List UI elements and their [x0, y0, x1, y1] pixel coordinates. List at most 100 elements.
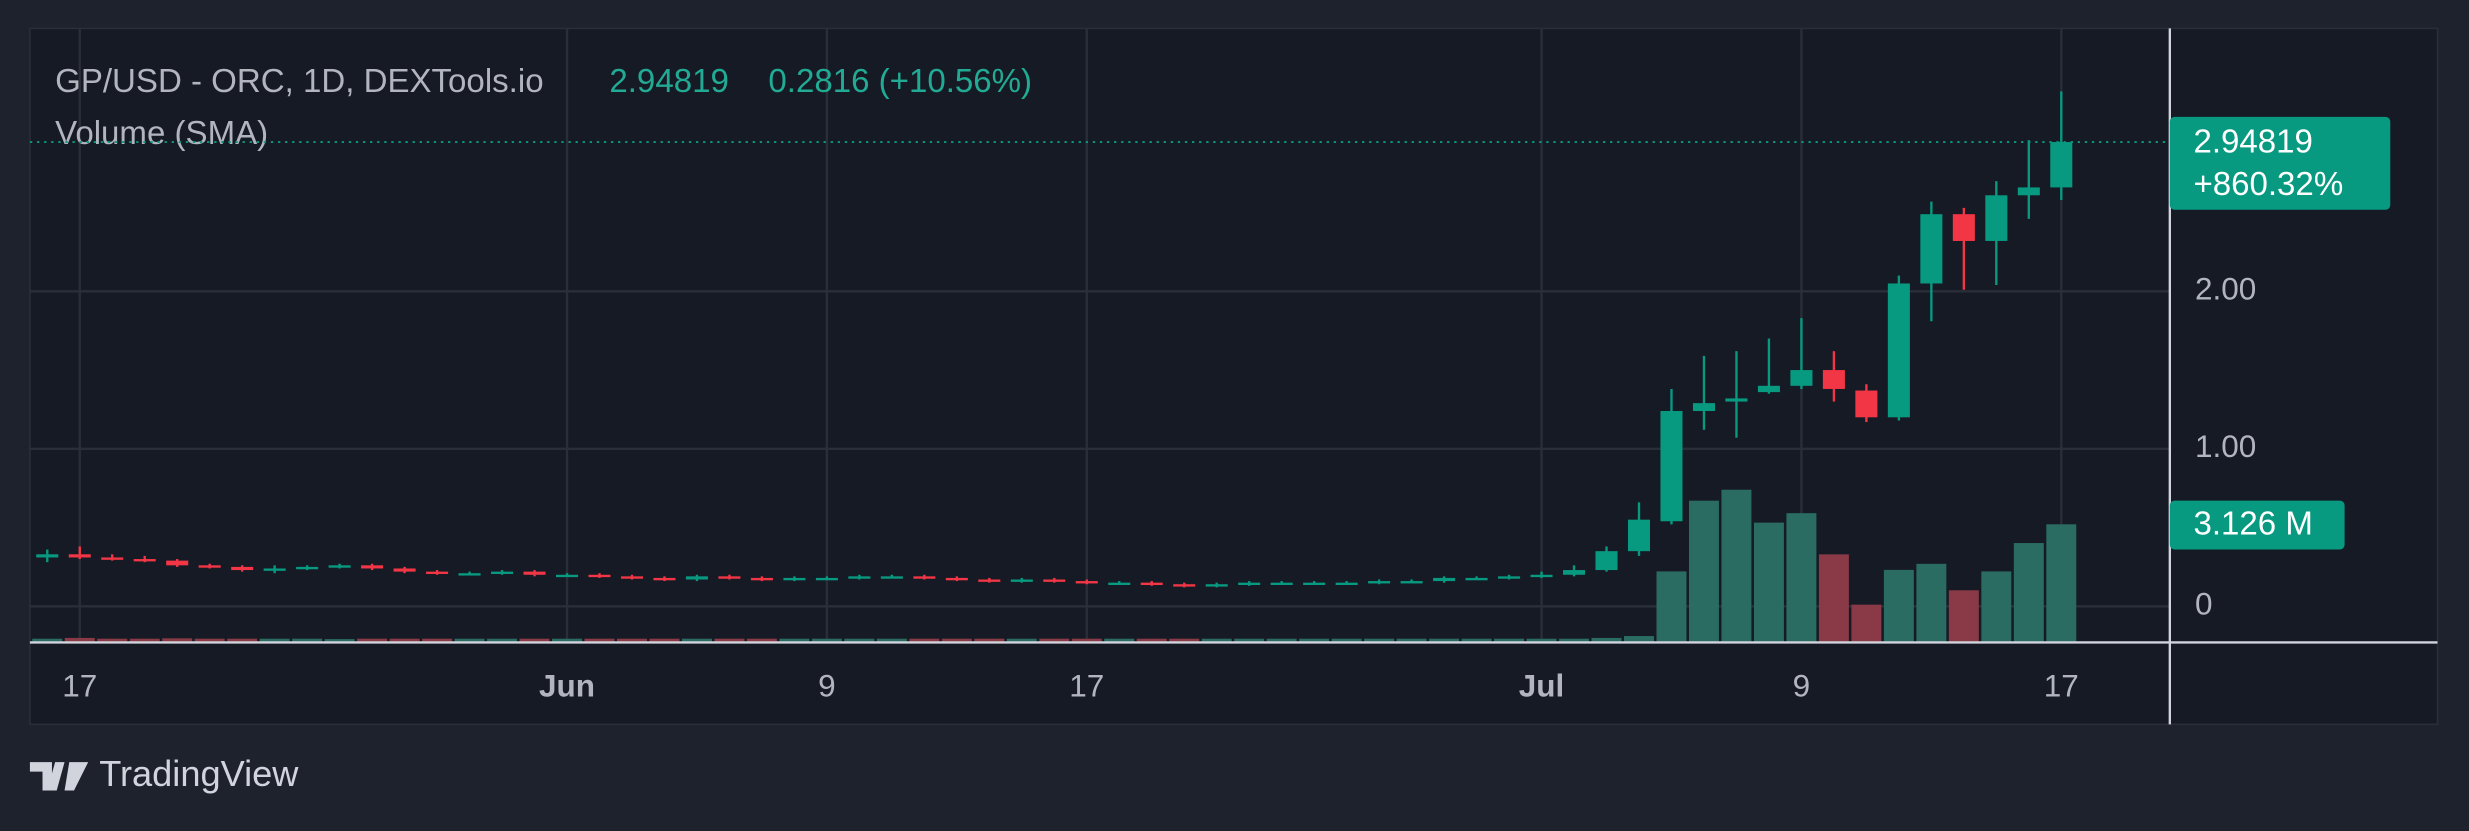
candle-body — [1627, 519, 1651, 552]
y-tick-label: 0 — [2195, 586, 2213, 622]
volume-bar — [1688, 500, 1719, 643]
volume-bar — [519, 638, 550, 643]
volume-bar — [1396, 638, 1427, 643]
volume-bar — [1559, 638, 1590, 643]
candle-body — [1465, 577, 1488, 581]
volume-bar — [552, 638, 582, 643]
candle-body — [458, 573, 481, 576]
chart-pane — [29, 27, 2439, 726]
candle-body — [263, 568, 286, 571]
volume-bar — [746, 638, 777, 643]
candle-body — [361, 565, 384, 569]
change-pct-label: +860.32% — [2193, 166, 2343, 203]
volume-bar — [909, 638, 940, 643]
x-tick-label: 17 — [1069, 667, 1104, 703]
volume-legend: Volume (SMA) — [55, 115, 268, 152]
volume-bar — [1299, 638, 1330, 643]
x-tick-label: 17 — [2044, 667, 2079, 703]
candle-body — [166, 560, 189, 566]
volume-bar — [97, 638, 128, 643]
candle-body — [783, 577, 806, 581]
candle-body — [1563, 570, 1586, 575]
volume-bar — [616, 638, 647, 643]
candle-body — [1173, 584, 1196, 587]
volume-bar — [844, 638, 875, 643]
branding: TradingView — [29, 753, 299, 794]
y-tick-label: 2.00 — [2195, 271, 2256, 307]
volume-bar — [1656, 571, 1687, 643]
candle-body — [68, 554, 91, 558]
volume-bar — [1071, 638, 1102, 643]
candle-body — [1010, 579, 1033, 582]
candle-body — [1140, 582, 1163, 586]
volume-bar — [194, 638, 225, 643]
volume-bar — [1753, 522, 1784, 643]
candle-body — [1790, 370, 1813, 386]
volume-bar — [357, 638, 388, 643]
volume-bar — [64, 637, 95, 643]
volume-bar — [1234, 638, 1265, 643]
volume-bar — [1818, 554, 1849, 643]
candle-body — [1952, 214, 1975, 241]
volume-bar — [1591, 637, 1622, 643]
x-tick-label: 17 — [62, 667, 97, 703]
legend-change: 0.2816 (+10.56%) — [768, 63, 1032, 100]
brand-text: TradingView — [99, 753, 299, 794]
volume-bar — [1981, 571, 2012, 643]
candle-body — [913, 576, 936, 579]
candle-body — [426, 571, 449, 574]
x-tick-label: 9 — [818, 667, 836, 703]
volume-bar — [1266, 638, 1297, 643]
volume-layer — [32, 489, 2077, 643]
candle-body — [620, 576, 644, 579]
volume-bar — [779, 638, 810, 643]
volume-bar — [2013, 543, 2044, 643]
volume-bar — [941, 638, 972, 643]
candle-body — [1335, 582, 1358, 586]
candle-body — [685, 576, 708, 580]
volume-bar — [1916, 563, 1947, 643]
price-tags: 2.94819 +860.32% 3.126 M — [29, 116, 2391, 550]
volume-bar — [681, 638, 712, 643]
candle-body — [2050, 142, 2073, 188]
volume-bar — [292, 638, 323, 643]
volume-bar — [1721, 489, 1752, 643]
candle-body — [1660, 411, 1683, 522]
volume-bar — [811, 638, 842, 643]
last-price-label: 2.94819 — [2193, 123, 2312, 160]
volume-bar — [1883, 569, 1914, 643]
volume-bar — [1331, 638, 1362, 643]
candle-body — [1238, 582, 1261, 586]
volume-bar — [584, 638, 615, 643]
candle-body — [1595, 551, 1618, 571]
volume-bar — [876, 638, 907, 643]
candle-body — [1400, 581, 1423, 584]
candle-body — [848, 576, 871, 579]
candle-body — [1530, 574, 1553, 578]
candle-body — [1692, 403, 1715, 412]
volume-bar — [1136, 638, 1167, 643]
candle-body — [1887, 283, 1910, 418]
candle-body — [1920, 214, 1943, 284]
volume-bar — [974, 638, 1005, 643]
volume-bar — [1494, 638, 1525, 643]
candle-body — [2017, 187, 2040, 196]
volume-bar — [1104, 638, 1135, 643]
volume-bar — [1429, 638, 1460, 643]
volume-bar — [1851, 604, 1882, 643]
volume-bar — [259, 638, 290, 643]
candle-body — [101, 557, 124, 560]
volume-bar — [714, 638, 745, 643]
y-tick-label: 1.00 — [2195, 428, 2256, 464]
candle-body — [36, 554, 59, 558]
volume-bar — [32, 638, 63, 643]
candle-body — [555, 574, 579, 578]
legend-price: 2.94819 — [609, 63, 728, 100]
volume-bar — [1201, 638, 1232, 643]
x-tick-label: Jul — [1519, 667, 1565, 703]
legend-title: GP/USD - ORC, 1D, DEXTools.io — [55, 63, 543, 100]
candle-body — [296, 566, 319, 570]
volume-bar — [1948, 590, 1979, 643]
